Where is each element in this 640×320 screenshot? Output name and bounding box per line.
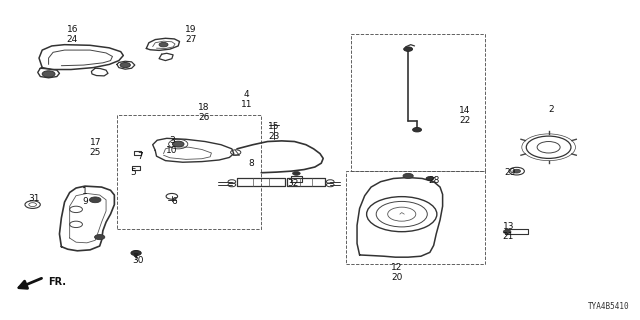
Text: 14
22: 14 22 <box>460 106 470 125</box>
Text: 12
20: 12 20 <box>391 263 403 282</box>
Circle shape <box>159 43 168 47</box>
Circle shape <box>120 62 131 68</box>
Circle shape <box>173 141 184 147</box>
Text: TYA4B5410: TYA4B5410 <box>588 302 630 311</box>
Circle shape <box>403 173 413 179</box>
Text: FR.: FR. <box>49 277 67 287</box>
Text: 18
26: 18 26 <box>198 103 209 122</box>
Text: 7: 7 <box>137 152 143 161</box>
Text: 28: 28 <box>428 176 440 185</box>
Text: 16
24: 16 24 <box>67 25 78 44</box>
Text: 4
11: 4 11 <box>241 90 252 109</box>
Text: 2: 2 <box>548 105 554 114</box>
Text: 32: 32 <box>287 180 299 188</box>
Circle shape <box>426 177 434 180</box>
Circle shape <box>292 172 300 175</box>
Text: 29: 29 <box>504 168 516 177</box>
Bar <box>117 116 261 228</box>
Text: 15
23: 15 23 <box>268 122 280 141</box>
Text: 30: 30 <box>132 256 144 265</box>
Circle shape <box>90 197 101 203</box>
Text: 6: 6 <box>172 197 177 206</box>
Circle shape <box>513 169 520 173</box>
Bar <box>346 171 484 264</box>
Text: 8: 8 <box>248 159 254 168</box>
Circle shape <box>95 235 105 240</box>
Circle shape <box>503 230 511 234</box>
Bar <box>351 34 484 171</box>
Text: 13
21: 13 21 <box>502 222 514 241</box>
Text: 1
9: 1 9 <box>82 187 88 206</box>
Text: 3
10: 3 10 <box>166 136 177 155</box>
Text: 5: 5 <box>131 168 136 177</box>
Circle shape <box>131 251 141 256</box>
Text: 17
25: 17 25 <box>90 138 101 157</box>
Circle shape <box>42 71 55 77</box>
Circle shape <box>413 127 422 132</box>
Text: 31: 31 <box>28 194 40 203</box>
Circle shape <box>404 47 413 51</box>
Text: 19
27: 19 27 <box>185 25 196 44</box>
